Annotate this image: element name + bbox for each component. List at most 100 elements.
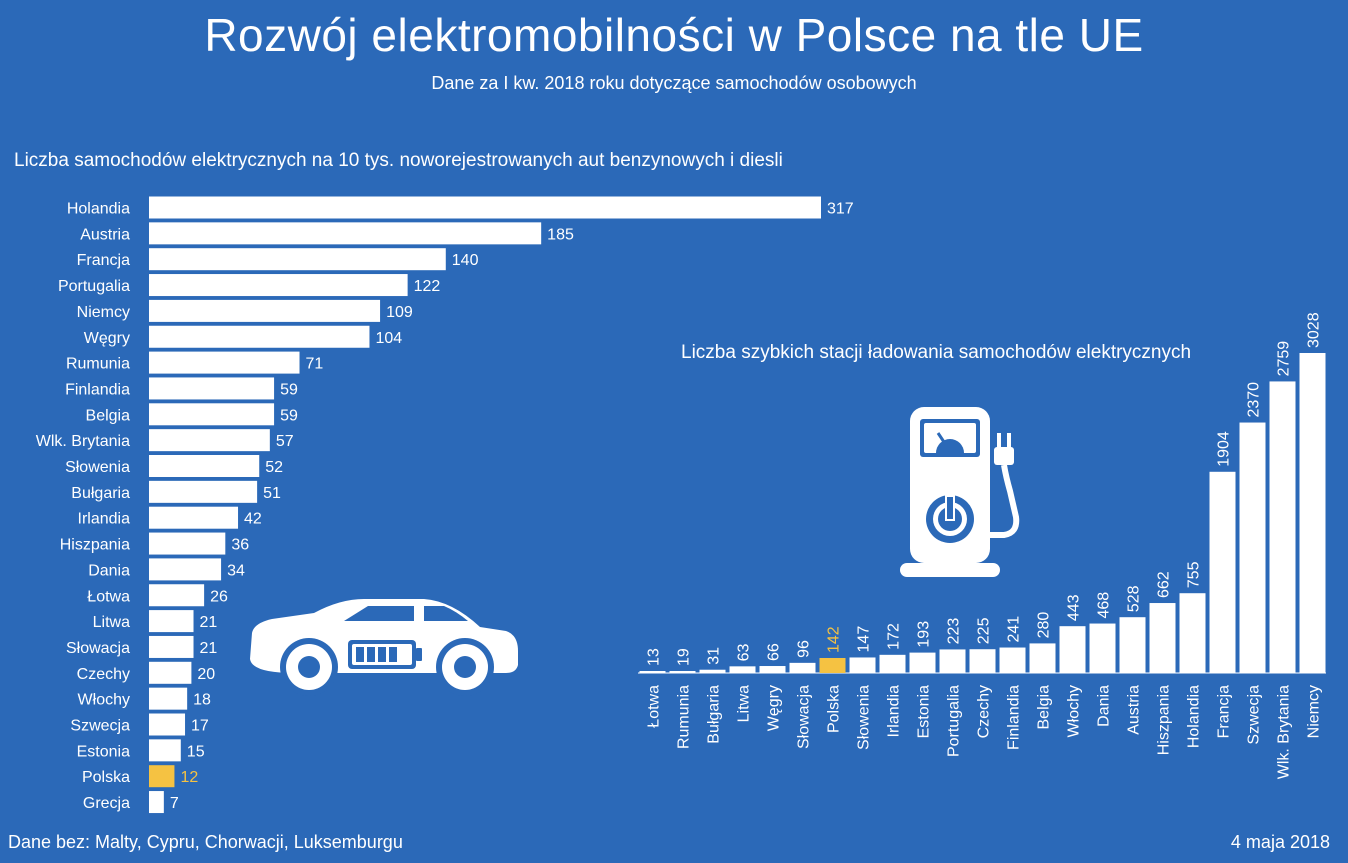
vbar-category-label: Łotwa <box>646 685 663 728</box>
hbar-category-label: Łotwa <box>87 588 130 605</box>
vbar-category-label: Niemcy <box>1306 685 1323 738</box>
hbar-bar <box>149 455 260 477</box>
vbar-value-label: 31 <box>706 647 723 665</box>
vbar-value-label: 19 <box>676 648 693 666</box>
vbar-category-label: Holandia <box>1186 685 1203 748</box>
vbar-bar <box>1209 471 1236 673</box>
vbar-value-label: 3028 <box>1306 312 1323 348</box>
hbar-category-label: Rumunia <box>66 356 130 373</box>
vbar-value-label: 1904 <box>1216 431 1233 467</box>
vbar-category-label: Finlandia <box>1006 685 1023 750</box>
vbar-bar <box>729 666 756 673</box>
hbar-bar <box>149 274 408 297</box>
vbar-value-label: 468 <box>1096 592 1113 619</box>
vbar-value-label: 443 <box>1066 594 1083 621</box>
vbar-bar <box>699 669 726 673</box>
vbar-category-label: Czechy <box>976 685 993 738</box>
hbar-bar <box>149 558 222 581</box>
hbar-category-label: Holandia <box>67 201 130 218</box>
vbar-category-label: Dania <box>1096 685 1113 727</box>
hbar-value-label: 26 <box>210 588 228 605</box>
hbar-bar <box>149 765 175 788</box>
hbar-value-label: 21 <box>200 640 218 657</box>
vbar-bar <box>1179 593 1206 673</box>
hbar-value-label: 185 <box>547 226 574 243</box>
vbar-bar <box>1239 422 1266 673</box>
hbar-bar <box>149 506 239 529</box>
hbar-bar <box>149 299 381 322</box>
hbar-value-label: 15 <box>187 743 205 760</box>
hbar-value-label: 104 <box>375 330 402 347</box>
vbar-bar <box>669 670 696 673</box>
vbar-category-label: Polska <box>826 685 843 733</box>
hbar-category-label: Słowenia <box>65 459 130 476</box>
hbar-value-label: 21 <box>200 614 218 631</box>
vbar-bar <box>969 649 996 673</box>
vbar-value-label: 241 <box>1006 616 1023 643</box>
hbar-bar <box>149 584 205 607</box>
hbar-category-label: Węgry <box>84 330 130 347</box>
hbar-bar <box>149 377 275 400</box>
hbar-category-label: Dania <box>88 562 130 579</box>
left-chart-title: Liczba samochodów elektrycznych na 10 ty… <box>14 150 783 171</box>
vbar-bar <box>819 657 846 673</box>
vbar-category-label: Hiszpania <box>1156 685 1173 755</box>
vbar-bar <box>1059 626 1086 673</box>
vbar-value-label: 225 <box>976 617 993 644</box>
hbar-bar <box>149 222 542 245</box>
vbar-bar <box>909 652 936 673</box>
vbar-bar <box>999 647 1026 673</box>
hbar-category-label: Szwecja <box>70 718 130 735</box>
hbar-value-label: 59 <box>280 381 298 398</box>
hbar-bar <box>149 351 300 374</box>
hbar-value-label: 57 <box>276 433 294 450</box>
vbar-bar <box>879 654 906 673</box>
vbar-category-label: Francja <box>1216 685 1233 738</box>
hbar-category-label: Wlk. Brytania <box>36 433 130 450</box>
hbar-category-label: Hiszpania <box>60 537 130 554</box>
vbar-bar <box>1269 381 1296 673</box>
vbar-value-label: 13 <box>646 648 663 666</box>
vbar-category-label: Estonia <box>916 685 933 738</box>
footer-note: Dane bez: Malty, Cypru, Chorwacji, Lukse… <box>8 832 403 852</box>
hbar-value-label: 17 <box>191 718 209 735</box>
vbar-value-label: 280 <box>1036 612 1053 639</box>
vbar-bar <box>1089 623 1116 673</box>
vbar-value-label: 223 <box>946 618 963 645</box>
hbar-bar <box>149 610 194 633</box>
vbar-bar <box>1029 643 1056 673</box>
hbar-value-label: 34 <box>227 562 245 579</box>
vbar-bar <box>939 649 966 673</box>
hbar-value-label: 51 <box>263 485 281 502</box>
vbar-bar <box>759 666 786 673</box>
hbar-category-label: Niemcy <box>77 304 130 321</box>
hbar-bar <box>149 480 258 503</box>
hbar-category-label: Irlandia <box>78 511 131 528</box>
hbar-category-label: Litwa <box>93 614 130 631</box>
hbar-category-label: Bułgaria <box>71 485 130 502</box>
vbar-bar <box>849 657 876 673</box>
vbar-bar <box>639 671 666 673</box>
hbar-bar <box>149 429 270 452</box>
vbar-bar <box>1119 617 1146 673</box>
hbar-bar <box>149 791 164 814</box>
hbar-category-label: Finlandia <box>65 381 130 398</box>
hbar-value-label: 109 <box>386 304 413 321</box>
hbar-category-label: Estonia <box>77 743 130 760</box>
vbar-category-label: Słowenia <box>856 685 873 750</box>
vbar-bar <box>1149 603 1176 673</box>
vbar-value-label: 528 <box>1126 585 1143 612</box>
vbar-category-label: Słowacja <box>796 685 813 749</box>
car-battery-icon <box>250 599 518 696</box>
hbar-bar <box>149 661 192 684</box>
vbar-category-label: Litwa <box>736 685 753 722</box>
hbar-category-label: Portugalia <box>58 278 130 295</box>
hbar-value-label: 7 <box>170 795 179 812</box>
hbar-bar <box>149 325 370 348</box>
page-title: Rozwój elektromobilności w Polsce na tle… <box>204 9 1144 61</box>
hbar-category-label: Słowacja <box>66 640 130 657</box>
hbar-bar <box>149 196 821 219</box>
hbar-value-label: 42 <box>244 511 262 528</box>
vbar-value-label: 63 <box>736 643 753 661</box>
